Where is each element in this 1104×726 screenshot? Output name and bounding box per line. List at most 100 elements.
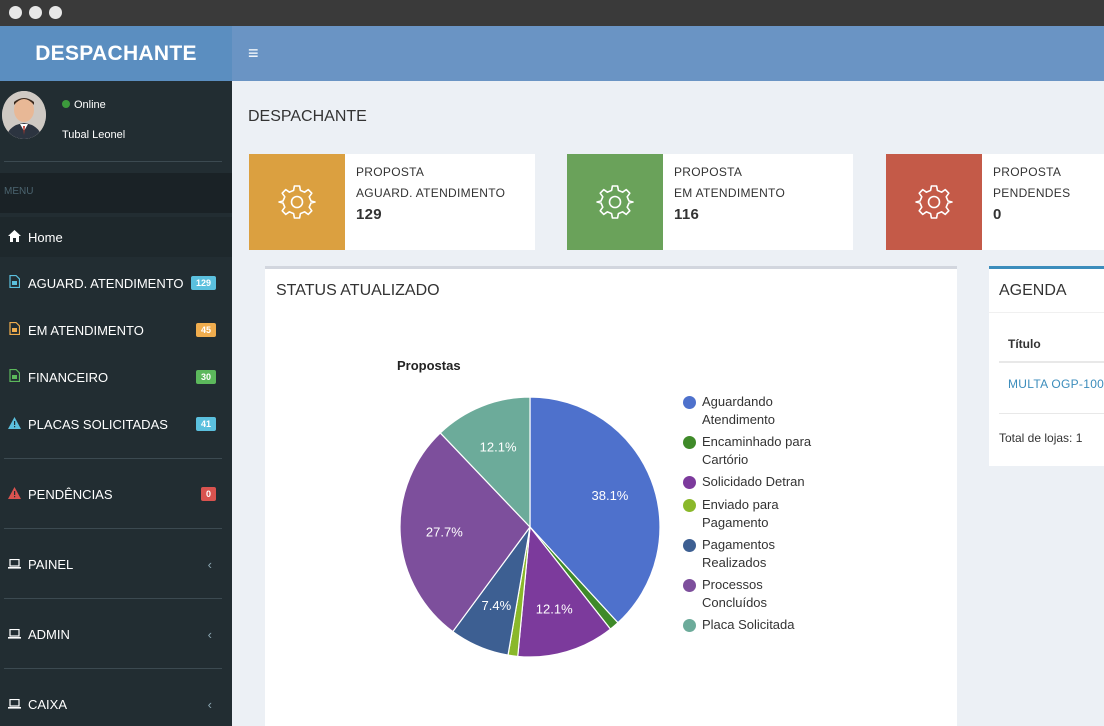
- chevron-left-icon[interactable]: ‹: [207, 626, 212, 642]
- sidebar: Online Tubal Leonel MENU Home AGUARD. AT…: [0, 81, 232, 726]
- divider: [999, 361, 1104, 363]
- sidebar-item-label: AGUARD. ATENDIMENTO: [28, 275, 184, 291]
- divider: [999, 413, 1104, 414]
- legend-label: Solicidado Detran: [702, 473, 842, 491]
- pie-slice[interactable]: [517, 525, 612, 658]
- sidebar-item-painel[interactable]: PAINEL ‹: [0, 544, 232, 584]
- pie-slice-label: 27.7%: [426, 524, 463, 539]
- count-badge: 30: [195, 370, 216, 384]
- user-name: Tubal Leonel: [62, 129, 126, 141]
- gear-icon: [278, 185, 316, 219]
- legend-label: Enviado para Pagamento: [702, 496, 842, 532]
- sidebar-item-label: PENDÊNCIAS: [28, 486, 113, 502]
- legend-label-line: Pagamentos: [702, 537, 775, 552]
- legend-label-line: Processos: [702, 577, 763, 592]
- legend-label-line: Cartório: [702, 452, 749, 467]
- pie-slice-label: 12.1%: [536, 601, 573, 616]
- home-icon: [6, 229, 22, 245]
- window-minimize-dot[interactable]: [29, 6, 42, 19]
- document-icon: [6, 368, 22, 385]
- sidebar-item-home[interactable]: Home: [0, 217, 232, 257]
- top-navbar: ≡: [232, 26, 1104, 81]
- window-maximize-dot[interactable]: [49, 6, 62, 19]
- window-close-dot[interactable]: [9, 6, 22, 19]
- sidebar-item-caixa[interactable]: CAIXA ‹: [0, 684, 232, 724]
- pie-slice[interactable]: [529, 396, 661, 624]
- status-panel: STATUS ATUALIZADO Propostas 38.1% 12.1% 7.…: [265, 266, 957, 726]
- legend-dot-icon: [683, 539, 696, 552]
- laptop-icon: [6, 627, 22, 642]
- info-box-value: 116: [674, 206, 700, 223]
- pie-slice[interactable]: [399, 432, 531, 633]
- brand-logo[interactable]: DESPACHANTE: [0, 26, 232, 81]
- sidebar-item-label: EM ATENDIMENTO: [28, 322, 144, 338]
- document-icon: [6, 274, 22, 291]
- agenda-panel: AGENDA Título MULTA OGP-100 Total de loj…: [989, 266, 1104, 466]
- info-box-line2: AGUARD. ATENDIMENTO: [356, 186, 506, 200]
- legend-dot-icon: [683, 436, 696, 449]
- divider: [4, 161, 222, 162]
- chevron-left-icon[interactable]: ‹: [207, 556, 212, 572]
- pie-slice-label: 12.1%: [480, 439, 517, 454]
- legend-label: Encaminhado para Cartório: [702, 433, 842, 469]
- sidebar-item-admin[interactable]: ADMIN ‹: [0, 614, 232, 654]
- info-box-icon-area: [886, 154, 982, 250]
- legend-label-line: Aguardando: [702, 394, 773, 409]
- chevron-left-icon[interactable]: ‹: [207, 696, 212, 712]
- sidebar-item-pendencias[interactable]: PENDÊNCIAS 0: [0, 474, 232, 514]
- sidebar-item-label: Home: [28, 229, 63, 245]
- pie-slice-label: 38.1%: [592, 488, 629, 503]
- sidebar-item-em-atendimento[interactable]: EM ATENDIMENTO 45: [0, 310, 232, 350]
- sidebar-item-aguard-atendimento[interactable]: AGUARD. ATENDIMENTO 129: [0, 263, 232, 303]
- document-icon: [6, 321, 22, 338]
- info-box-line1: PROPOSTA: [674, 165, 743, 179]
- legend-label-line: Enviado para: [702, 497, 779, 512]
- legend-label: Placa Solicitada: [702, 616, 842, 634]
- menu-header: MENU: [0, 173, 232, 213]
- window-titlebar: [0, 0, 1104, 26]
- info-box-line1: PROPOSTA: [993, 165, 1062, 179]
- sidebar-item-label: PAINEL: [28, 556, 74, 572]
- agenda-column-titulo: Título: [1008, 337, 1041, 351]
- status-panel-title: STATUS ATUALIZADO: [276, 282, 440, 299]
- info-box-line2: EM ATENDIMENTO: [674, 186, 786, 200]
- sidebar-item-financeiro[interactable]: FINANCEIRO 30: [0, 357, 232, 397]
- info-box-text: PROPOSTA AGUARD. ATENDIMENTO 129: [356, 162, 505, 225]
- legend-label-line: Concluídos: [702, 595, 768, 610]
- sidebar-item-placas-solicitadas[interactable]: PLACAS SOLICITADAS 41: [0, 404, 232, 444]
- online-label: Online: [74, 99, 106, 111]
- legend-dot-icon: [683, 619, 696, 632]
- legend-label: Aguardando Atendimento: [702, 393, 842, 429]
- agenda-footer: Total de lojas: 1: [999, 431, 1083, 445]
- legend-dot-icon: [683, 579, 696, 592]
- gear-icon: [915, 185, 953, 219]
- pie-slice-label: 7.4%: [482, 598, 512, 613]
- sidebar-item-label: CAIXA: [28, 696, 68, 712]
- legend-label-line: Solicidado Detran: [702, 474, 805, 489]
- info-box-pendendes[interactable]: PROPOSTA PENDENDES 0: [886, 154, 1104, 250]
- info-box-value: 129: [356, 206, 382, 223]
- info-box-aguard-atendimento[interactable]: PROPOSTA AGUARD. ATENDIMENTO 129: [249, 154, 535, 250]
- legend-label-line: Encaminhado para: [702, 434, 812, 449]
- legend-label-line: Realizados: [702, 555, 767, 570]
- hamburger-icon[interactable]: ≡: [248, 43, 259, 63]
- info-box-text: PROPOSTA PENDENDES 0: [993, 162, 1070, 225]
- pie-chart: 38.1% 12.1% 7.4% 27.7% 12.1%: [399, 396, 661, 658]
- gear-icon: [596, 185, 634, 219]
- info-box-text: PROPOSTA EM ATENDIMENTO 116: [674, 162, 785, 225]
- info-box-value: 0: [993, 206, 1002, 223]
- info-box-em-atendimento[interactable]: PROPOSTA EM ATENDIMENTO 116: [567, 154, 853, 250]
- count-badge: 129: [190, 276, 216, 290]
- divider: [4, 528, 222, 529]
- count-badge: 45: [195, 323, 216, 337]
- legend-label-line: Atendimento: [702, 412, 775, 427]
- pie-slice[interactable]: [439, 396, 531, 529]
- chart-title: Propostas: [397, 358, 461, 373]
- online-dot-icon: [62, 100, 70, 108]
- agenda-row-link[interactable]: MULTA OGP-100: [1008, 377, 1104, 391]
- legend-label: Processos Concluídos: [702, 576, 842, 612]
- laptop-icon: [6, 557, 22, 572]
- divider: [4, 668, 222, 669]
- legend-label: Pagamentos Realizados: [702, 536, 842, 572]
- legend-label-line: Placa Solicitada: [702, 617, 795, 632]
